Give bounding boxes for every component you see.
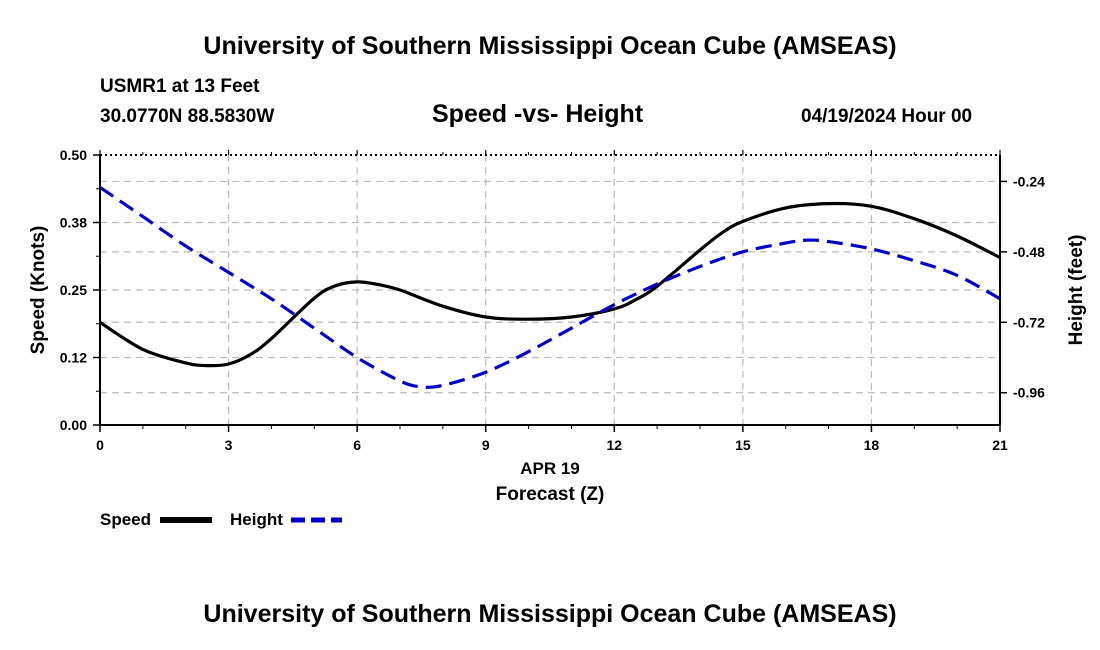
forecast-datetime: 04/19/2024 Hour 00	[801, 106, 973, 127]
speed-series-line	[99, 201, 1001, 368]
y-tick-label: 0.50	[60, 147, 87, 163]
x-tick-label: 3	[225, 437, 233, 453]
station-label: USMR1 at 13 Feet	[100, 76, 260, 97]
height-series-line	[99, 185, 1001, 389]
series-layer	[99, 185, 1001, 389]
x-axis-date: APR 19	[520, 459, 580, 478]
chart-main-title: University of Southern Mississippi Ocean…	[203, 32, 897, 60]
chart-footer-title: University of Southern Mississippi Ocean…	[203, 600, 897, 628]
x-tick-label: 12	[606, 437, 622, 453]
x-tick-label: 18	[864, 437, 880, 453]
y2-tick-label: -0.72	[1013, 314, 1045, 330]
x-tick-label: 0	[96, 437, 104, 453]
chart-subtitle: Speed -vs- Height	[432, 100, 644, 128]
y2-axis-title: Height (feet)	[1066, 235, 1087, 346]
y-tick-label: 0.12	[60, 350, 87, 366]
grid-layer	[100, 155, 1000, 425]
x-axis-title: Forecast (Z)	[496, 484, 605, 505]
x-tick-label: 9	[482, 437, 490, 453]
legend-speed-label: Speed	[100, 510, 151, 529]
coordinates-label: 30.0770N 88.5830W	[100, 106, 275, 127]
x-tick-label: 15	[735, 437, 751, 453]
y-tick-label: 0.00	[60, 417, 87, 433]
y2-tick-label: -0.48	[1013, 244, 1045, 260]
legend-height-label: Height	[230, 510, 283, 529]
y-tick-label: 0.38	[60, 215, 87, 231]
y2-tick-label: -0.96	[1013, 385, 1045, 401]
y-tick-label: 0.25	[60, 282, 87, 298]
y-axis-title: Speed (Knots)	[28, 226, 49, 355]
x-tick-label: 21	[992, 437, 1008, 453]
y2-tick-label: -0.24	[1013, 173, 1045, 189]
tick-layer: 0 3 6 9 12 15 18 21 0.00 0.12 0.25 0.38 0.50 -0.24 -0.…	[60, 147, 1045, 453]
x-tick-label: 6	[353, 437, 361, 453]
